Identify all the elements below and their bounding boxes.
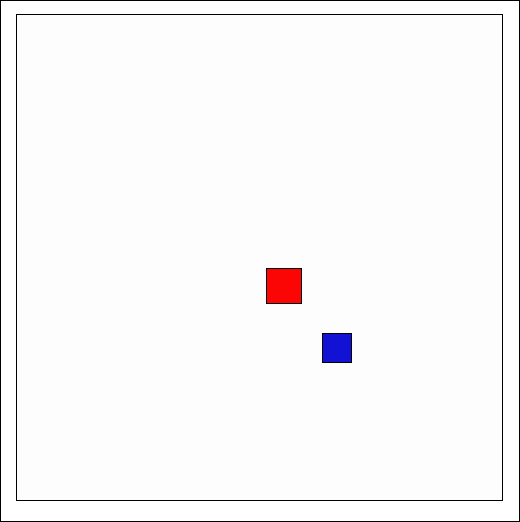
red-square — [266, 268, 302, 304]
blue-square — [322, 333, 352, 363]
inner-frame — [16, 14, 503, 501]
